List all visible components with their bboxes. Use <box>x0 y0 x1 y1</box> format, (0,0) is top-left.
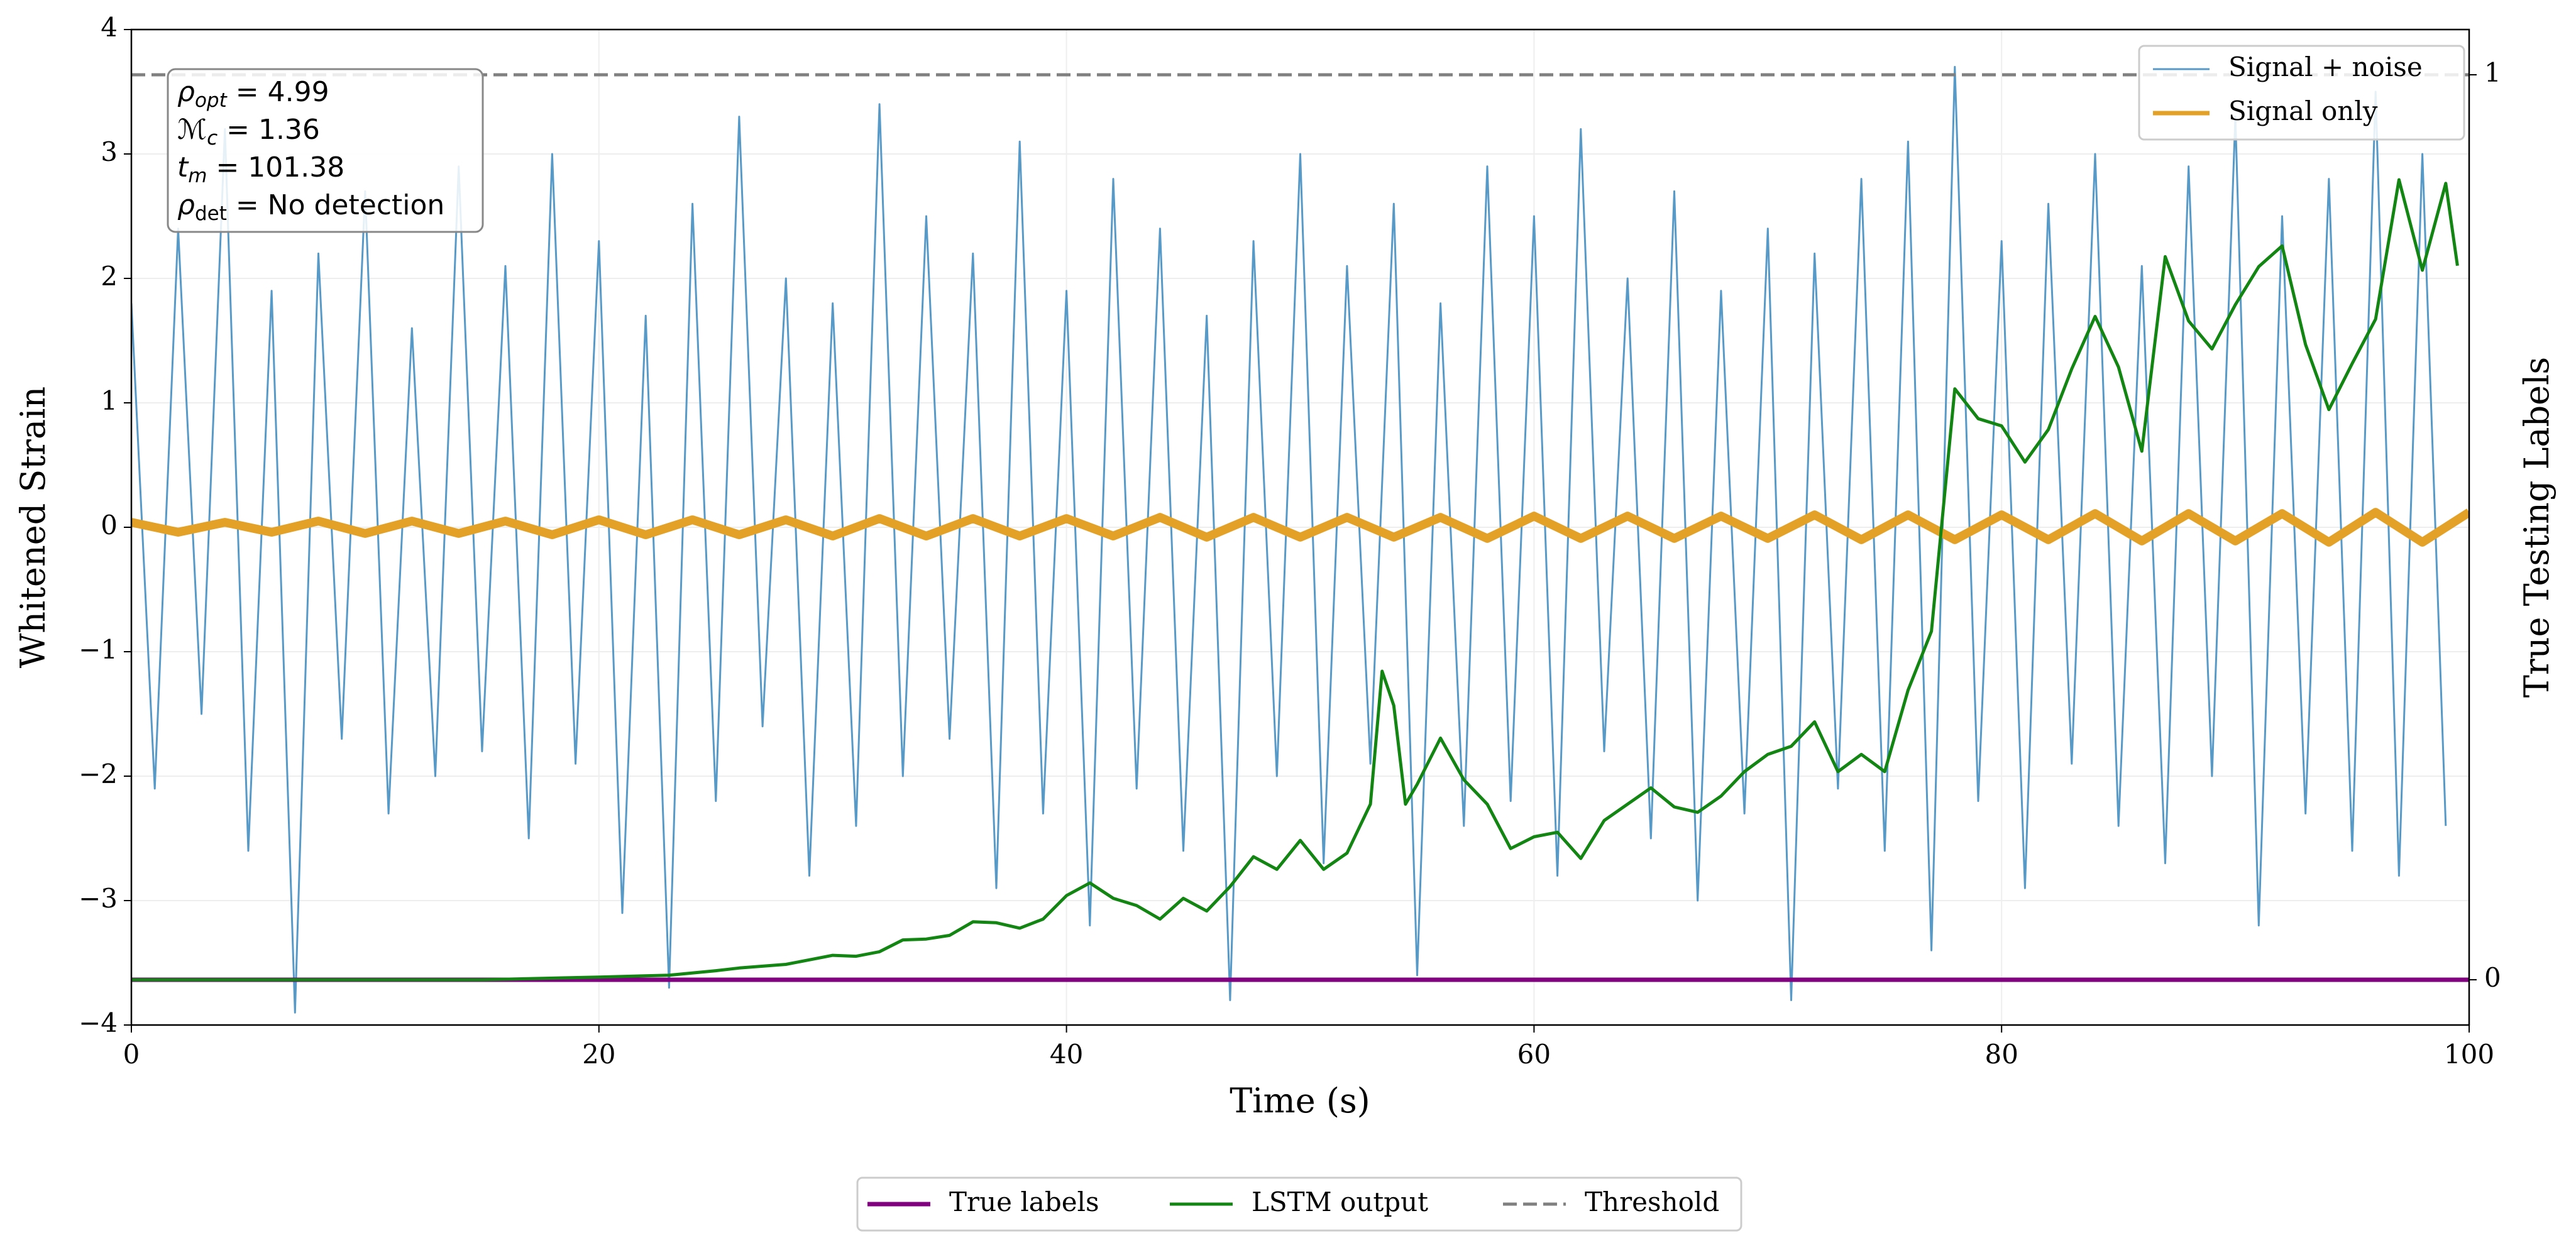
x-axis-title: Time (s) <box>1230 1081 1370 1121</box>
y2-tick-label: 0 <box>2484 962 2501 993</box>
legend-box <box>2138 45 2465 141</box>
annotation-symbol: t <box>177 151 189 184</box>
legend-label: Signal + noise <box>2228 52 2423 82</box>
x-tick-label: 20 <box>582 1039 615 1070</box>
y-tick-label: 0 <box>101 510 118 540</box>
x-tick-label: 100 <box>2444 1039 2494 1070</box>
legend-label: Signal only <box>2228 96 2378 126</box>
y-tick-label: 3 <box>101 136 118 167</box>
series-line <box>131 178 2459 982</box>
annotation-subscript: opt <box>195 89 228 112</box>
y2-tick-label: 1 <box>2484 57 2501 88</box>
annotation-value: = 4.99 <box>227 76 329 108</box>
plot-frame <box>130 28 2470 1026</box>
y-tick-label: −4 <box>79 1007 118 1038</box>
annotation: ℳc = 1.36 <box>177 114 320 150</box>
legend-label: Threshold <box>1585 1187 1719 1217</box>
annotation-value: = 101.38 <box>207 151 344 184</box>
y2-axis-title: True Testing Labels <box>2517 357 2557 698</box>
annotation-subscript: m <box>188 165 207 187</box>
x-tick-label: 60 <box>1517 1039 1551 1070</box>
annotation-symbol: ρ <box>177 76 195 108</box>
annotation-subscript: c <box>207 127 217 150</box>
annotation: tm = 101.38 <box>177 151 344 187</box>
x-tick-label: 0 <box>123 1039 140 1070</box>
annotation-box <box>167 68 484 233</box>
legend-box <box>856 1176 1742 1232</box>
y-axis-title: Whitened Strain <box>13 387 53 668</box>
annotation-symbol: ρ <box>177 189 195 221</box>
annotation-value: = No detection <box>227 189 444 221</box>
legend-label: LSTM output <box>1252 1187 1428 1217</box>
series-line <box>131 508 2469 547</box>
y-tick-label: 2 <box>101 261 118 292</box>
annotation-symbol: ℳ <box>177 114 207 146</box>
annotation-value: = 1.36 <box>217 114 320 146</box>
x-tick-label: 40 <box>1050 1039 1083 1070</box>
y-tick-label: 1 <box>101 385 118 416</box>
x-tick-label: 80 <box>1984 1039 2018 1070</box>
annotation: ρdet = No detection <box>177 189 444 225</box>
annotation: ρopt = 4.99 <box>177 76 329 112</box>
y-tick-label: −1 <box>79 634 118 665</box>
y-tick-label: −3 <box>79 883 118 914</box>
y-tick-label: 4 <box>101 12 118 43</box>
annotation-subscript: det <box>195 202 227 225</box>
series-line <box>131 65 2447 1014</box>
y-tick-label: −2 <box>79 759 118 789</box>
legend-label: True labels <box>949 1187 1099 1217</box>
